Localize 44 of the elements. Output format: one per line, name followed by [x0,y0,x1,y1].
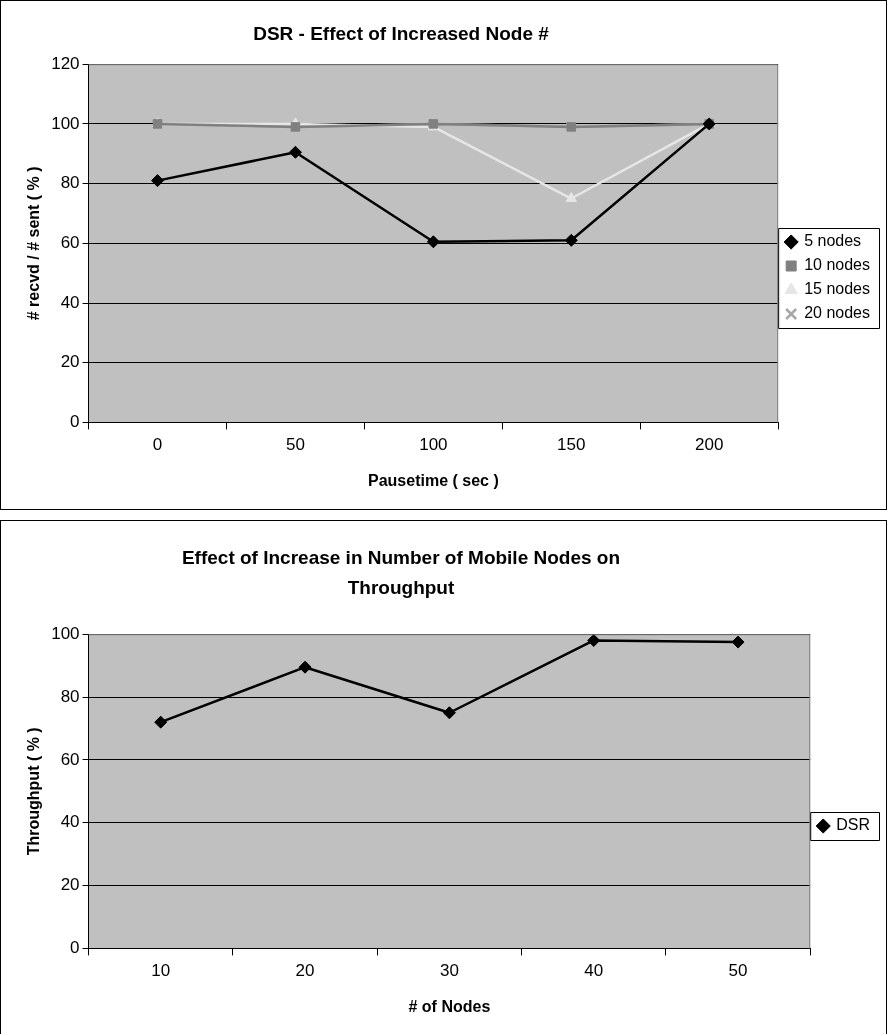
legend-label: 20 nodes [804,304,871,322]
y-tick-label: 20 [60,352,80,372]
x-tick-label: 50 [285,435,305,455]
y-axis-title: # recvd / # sent ( % ) [25,166,43,321]
y-tick-label: 0 [70,412,80,432]
point [426,235,440,249]
x-axis-title: Pausetime ( sec ) [368,471,499,489]
x-tick-label: 150 [557,435,586,455]
x-tick-label: 100 [419,435,448,455]
x-tick-label: 30 [439,961,459,981]
point [587,634,601,647]
y-tick-label: 60 [60,749,80,769]
legend-label: 5 nodes [804,232,862,250]
y-tick-label: 60 [60,232,80,252]
point [565,192,577,203]
point [151,174,165,188]
point [731,635,745,649]
y-tick-label: 0 [70,938,80,958]
y-tick-label: 80 [60,173,80,193]
y-tick-label: 120 [51,53,80,73]
point [288,145,302,159]
x-tick-label: 200 [695,435,724,455]
point [154,715,168,729]
x-tick-label: 20 [295,961,315,981]
x-axis-title: # of Nodes [408,997,491,1015]
x-tick-label: 0 [152,435,163,455]
y-tick-label: 100 [51,113,80,133]
x-tick-label: 40 [584,961,604,981]
y-tick-label: 80 [60,686,80,706]
y-axis-title: Throughput ( % ) [25,727,43,856]
y-tick-label: 40 [60,292,80,312]
x-tick-label: 50 [728,961,748,981]
y-tick-label: 40 [60,812,80,832]
point [442,706,456,720]
y-tick-label: 100 [51,623,80,643]
chart-title: DSR - Effect of Increased Node # [252,22,550,46]
legend-label: 15 nodes [804,280,871,298]
y-tick-label: 20 [60,875,80,895]
legend-label: DSR [836,816,870,834]
chart-title: Effect of Increase in Number of Mobile Nodes on Throughput [180,546,622,600]
legend-label: 10 nodes [804,256,871,274]
point [298,660,312,674]
point [564,233,578,247]
x-tick-label: 10 [151,961,171,981]
